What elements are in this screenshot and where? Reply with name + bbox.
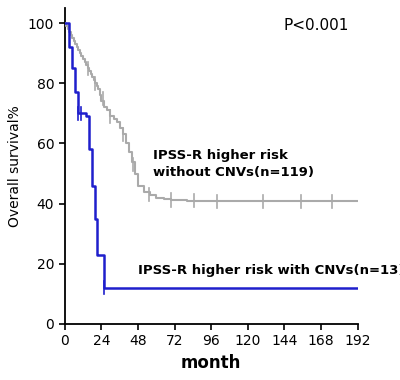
- Text: IPSS-R higher risk
without CNVs(n=119): IPSS-R higher risk without CNVs(n=119): [153, 149, 314, 179]
- X-axis label: month: month: [181, 354, 241, 372]
- Text: IPSS-R higher risk with CNVs(n=13): IPSS-R higher risk with CNVs(n=13): [138, 264, 400, 277]
- Text: P<0.001: P<0.001: [284, 18, 349, 33]
- Y-axis label: Overall survival%: Overall survival%: [8, 105, 22, 227]
